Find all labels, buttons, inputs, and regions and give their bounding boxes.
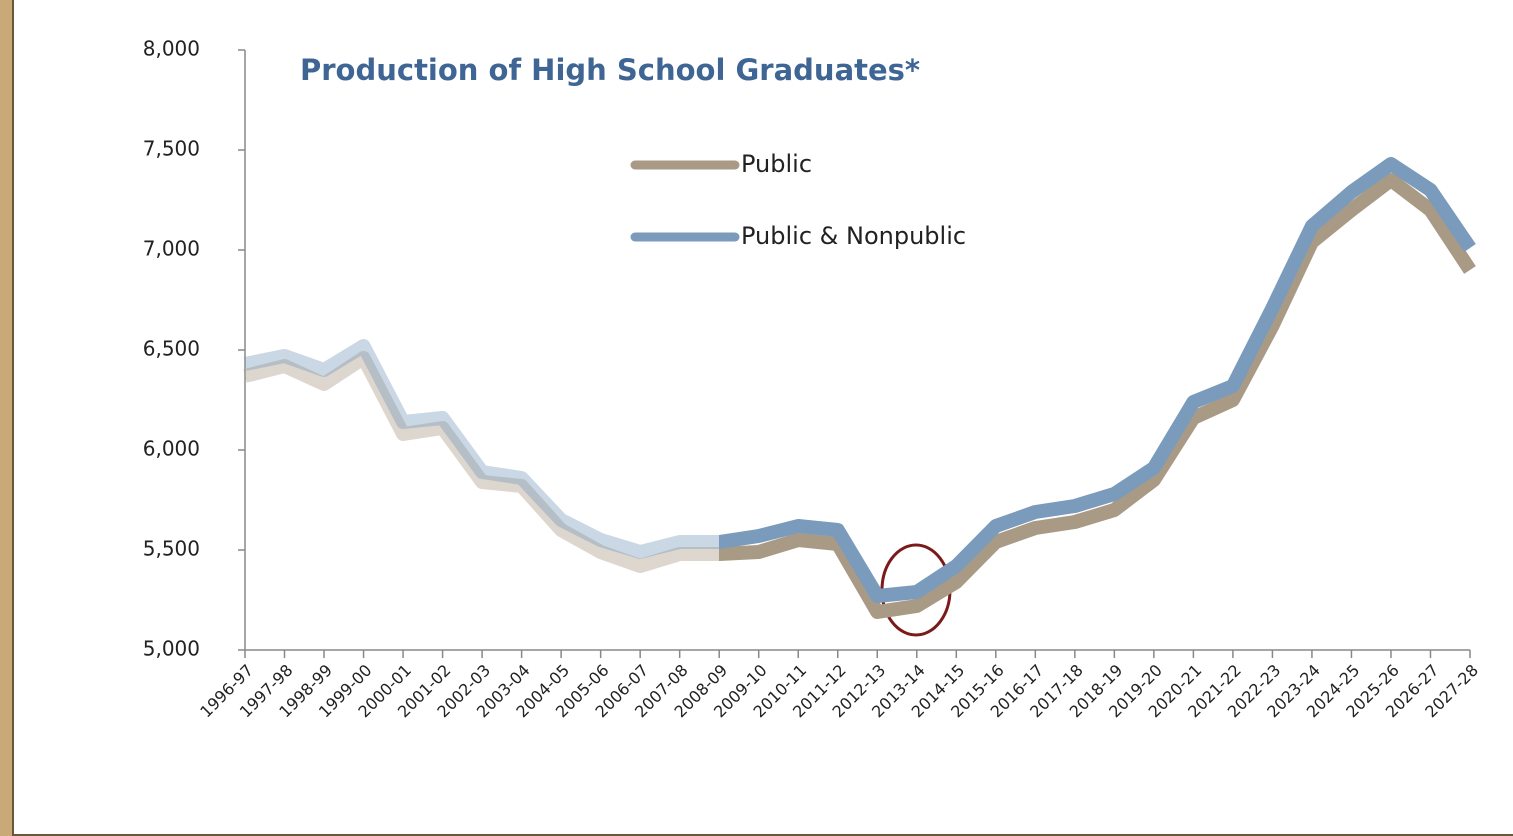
chart-title: Production of High School Graduates* <box>300 53 920 87</box>
y-tick-label: 8,000 <box>143 37 200 61</box>
series-line <box>243 157 1476 603</box>
legend-label: Public & Nonpublic <box>741 222 966 250</box>
y-tick-label: 7,500 <box>143 137 200 161</box>
chart-frame <box>12 0 1513 836</box>
legend-label: Public <box>741 150 812 178</box>
y-tick-label: 5,000 <box>143 637 200 661</box>
y-tick-label: 7,000 <box>143 237 200 261</box>
y-tick-label: 5,500 <box>143 537 200 561</box>
y-tick-label: 6,000 <box>143 437 200 461</box>
y-tick-label: 6,500 <box>143 337 200 361</box>
